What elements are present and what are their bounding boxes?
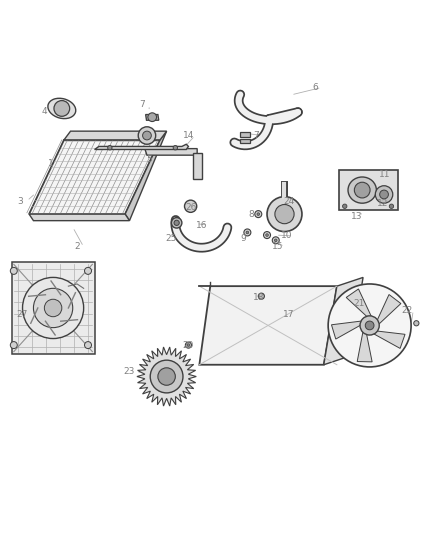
Circle shape	[257, 213, 260, 215]
Circle shape	[244, 229, 251, 236]
Text: 25: 25	[165, 233, 177, 243]
Circle shape	[44, 299, 62, 317]
Text: 9: 9	[240, 233, 246, 243]
Circle shape	[11, 268, 17, 274]
Polygon shape	[357, 330, 372, 362]
Text: 23: 23	[124, 367, 135, 376]
Polygon shape	[240, 139, 250, 143]
Circle shape	[150, 360, 183, 393]
Circle shape	[414, 321, 419, 326]
Circle shape	[264, 231, 271, 239]
Text: 10: 10	[281, 231, 293, 240]
Text: 26: 26	[185, 203, 196, 212]
Text: 11: 11	[379, 171, 391, 179]
Circle shape	[272, 237, 279, 244]
Polygon shape	[29, 140, 160, 214]
Polygon shape	[339, 171, 398, 210]
Circle shape	[158, 368, 175, 385]
Polygon shape	[377, 295, 401, 326]
Circle shape	[360, 316, 379, 335]
Text: 3: 3	[18, 197, 23, 206]
Text: 8: 8	[249, 209, 254, 219]
Circle shape	[343, 204, 347, 208]
Polygon shape	[29, 214, 130, 221]
Circle shape	[275, 205, 294, 224]
Polygon shape	[199, 286, 337, 365]
Polygon shape	[146, 115, 159, 120]
Text: 5: 5	[146, 155, 152, 164]
Circle shape	[85, 342, 92, 349]
Text: 6: 6	[312, 83, 318, 92]
Text: 17: 17	[283, 310, 295, 319]
Circle shape	[184, 200, 197, 212]
Circle shape	[389, 204, 394, 208]
Circle shape	[380, 190, 389, 199]
Circle shape	[54, 101, 70, 116]
Ellipse shape	[348, 177, 376, 203]
Text: 22: 22	[401, 305, 412, 314]
Circle shape	[85, 268, 92, 274]
Circle shape	[171, 217, 182, 228]
Text: 18: 18	[253, 293, 264, 302]
Circle shape	[354, 182, 370, 198]
Text: 13: 13	[351, 212, 362, 221]
Polygon shape	[324, 277, 363, 365]
Circle shape	[108, 146, 112, 150]
Text: 4: 4	[42, 107, 47, 116]
Circle shape	[328, 284, 411, 367]
Circle shape	[275, 239, 277, 241]
Text: 20: 20	[183, 341, 194, 350]
Circle shape	[187, 344, 190, 346]
Circle shape	[365, 321, 374, 330]
Circle shape	[143, 131, 151, 140]
Text: 7: 7	[253, 131, 259, 140]
Text: 7: 7	[140, 100, 145, 109]
Circle shape	[375, 185, 393, 203]
Text: 2: 2	[74, 243, 80, 252]
Text: 21: 21	[353, 299, 364, 308]
Circle shape	[22, 277, 84, 338]
Polygon shape	[145, 149, 197, 155]
Polygon shape	[95, 144, 188, 149]
Circle shape	[138, 127, 155, 144]
Circle shape	[148, 113, 156, 122]
Circle shape	[33, 288, 73, 328]
Text: 14: 14	[183, 131, 194, 140]
Text: 12: 12	[377, 199, 389, 208]
Circle shape	[246, 231, 249, 234]
Circle shape	[258, 293, 265, 299]
Text: 16: 16	[196, 221, 207, 230]
Text: 24: 24	[283, 197, 294, 206]
Circle shape	[255, 211, 262, 217]
Polygon shape	[12, 262, 95, 354]
Circle shape	[267, 197, 302, 231]
Polygon shape	[332, 321, 363, 339]
Polygon shape	[125, 131, 166, 221]
Circle shape	[173, 146, 177, 150]
Polygon shape	[346, 289, 372, 318]
Ellipse shape	[48, 98, 76, 119]
Polygon shape	[193, 153, 201, 179]
Polygon shape	[64, 131, 166, 140]
Circle shape	[174, 220, 179, 225]
Polygon shape	[372, 331, 405, 349]
Polygon shape	[137, 347, 196, 406]
Circle shape	[185, 342, 191, 348]
Polygon shape	[240, 132, 251, 138]
Circle shape	[266, 234, 268, 236]
Text: 15: 15	[272, 243, 284, 252]
Text: 27: 27	[17, 310, 28, 319]
Text: 1: 1	[48, 159, 54, 168]
Circle shape	[11, 342, 17, 349]
